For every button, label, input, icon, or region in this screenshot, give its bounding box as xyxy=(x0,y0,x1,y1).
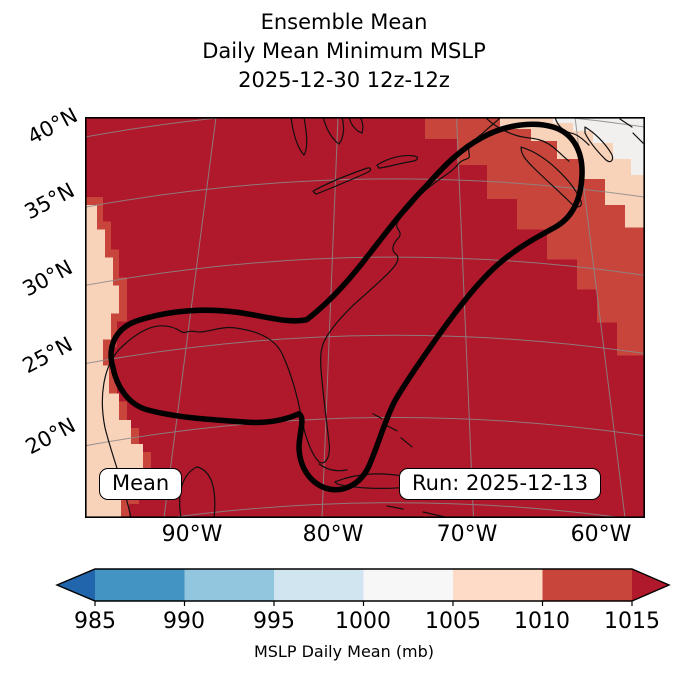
gridline-lat-20n xyxy=(85,416,645,447)
lat-tick-label-25n: 25°N xyxy=(18,332,77,379)
colorbar-tick-985: 985 xyxy=(74,609,116,634)
lat-tick-label-30n: 30°N xyxy=(18,255,77,302)
gridline-lat-25n xyxy=(85,334,645,365)
colorbar-tick-1010: 1010 xyxy=(514,609,570,634)
mslp-fill-band-1000-ne xyxy=(553,117,645,176)
gridline-lon-70w xyxy=(456,117,474,518)
colorbar-tick-1015: 1015 xyxy=(604,609,660,634)
coastlines xyxy=(101,117,644,518)
colorbar-label: MSLP Daily Mean (mb) xyxy=(253,642,435,661)
lat-tick-label-35n: 35°N xyxy=(20,178,79,225)
title-line-2: Daily Mean Minimum MSLP xyxy=(202,39,486,63)
lat-tick-label-40n: 40°N xyxy=(23,103,82,150)
coast-lake-huron xyxy=(322,117,345,145)
mean-contour xyxy=(108,121,585,493)
coast-lake-michigan xyxy=(290,117,308,156)
title-line-3: 2025-12-30 12z-12z xyxy=(238,68,450,92)
colorbar-segment-995-1000 xyxy=(274,569,364,601)
coast-yucatan xyxy=(179,466,216,518)
coast-gulf-st-lawrence xyxy=(554,117,590,146)
map-frame xyxy=(85,117,645,518)
mslp-fill-band-1005-left xyxy=(85,205,143,518)
title-line-1: Ensemble Mean xyxy=(260,10,428,34)
coast-newfoundland-bits xyxy=(619,118,644,144)
lat-tick-label-20n: 20°N xyxy=(21,413,80,460)
lon-tick-label-60w: 60°W xyxy=(570,522,632,547)
colorbar-over-arrow xyxy=(632,569,669,601)
lon-tick-label-70w: 70°W xyxy=(436,522,498,547)
colorbar-segment-1010-1015 xyxy=(542,569,632,601)
coast-georgian-bay xyxy=(348,117,364,134)
coast-lake-erie xyxy=(312,167,372,195)
coast-antilles xyxy=(386,505,446,518)
map-plot xyxy=(85,117,645,518)
coast-lake-ontario xyxy=(376,155,419,169)
gridline-lon-90w xyxy=(163,117,217,518)
colorbar-under-arrow xyxy=(57,569,95,601)
run-annotation-box: Run: 2025-12-13 xyxy=(399,468,602,500)
gridline-lat-35n xyxy=(85,178,645,208)
mean-annotation-box: Mean xyxy=(99,468,183,500)
colorbar-segment-985-990 xyxy=(95,569,185,601)
gridline-lon-80w xyxy=(321,117,339,518)
colorbar-segment-1000-1005 xyxy=(363,569,454,601)
colorbar-tick-1005: 1005 xyxy=(425,609,481,634)
lon-tick-label-80w: 80°W xyxy=(302,522,364,547)
coast-gulf-eastcoast xyxy=(101,117,502,518)
colorbar-segment-1005-1010 xyxy=(453,569,543,601)
coast-nova-scotia xyxy=(520,146,582,208)
figure-title: Ensemble Mean Daily Mean Minimum MSLP 20… xyxy=(0,8,688,95)
colorbar-tick-marks xyxy=(94,601,633,606)
coast-florida-keys xyxy=(318,463,348,472)
mslp-fill-band-1005-ne xyxy=(500,117,645,228)
gridline-lat-15n xyxy=(163,502,628,518)
colorbar-segment-990-995 xyxy=(184,569,275,601)
colorbar-tick-1000: 1000 xyxy=(335,609,391,634)
colorbar xyxy=(55,568,671,606)
colorbar-tick-990: 990 xyxy=(163,609,205,634)
colorbar-tick-995: 995 xyxy=(253,609,295,634)
lon-tick-label-90w: 90°W xyxy=(161,522,223,547)
coast-cape-breton xyxy=(584,126,614,163)
